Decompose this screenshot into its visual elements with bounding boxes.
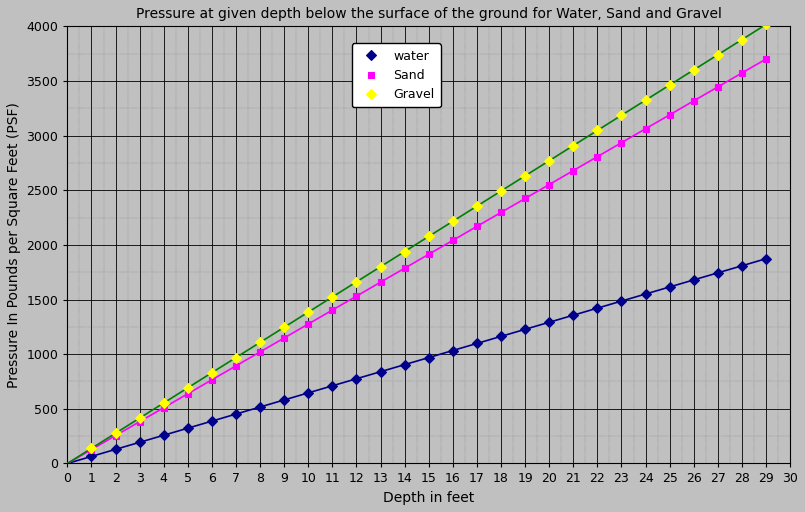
water [496, 333, 506, 339]
Line: Sand: Sand [88, 55, 770, 453]
water [713, 270, 723, 276]
water [472, 340, 481, 347]
water [231, 411, 241, 417]
Gravel [303, 309, 313, 315]
water [159, 432, 168, 438]
Gravel [713, 52, 723, 58]
Sand [183, 391, 192, 397]
Sand [87, 446, 97, 453]
Gravel [665, 82, 675, 88]
Sand [520, 196, 530, 202]
water [328, 383, 337, 389]
Gravel [135, 415, 145, 421]
Sand [617, 140, 626, 146]
Sand [255, 349, 265, 355]
water [255, 404, 265, 410]
Sand [737, 70, 747, 76]
Sand [135, 419, 145, 425]
water [520, 326, 530, 332]
Sand [352, 293, 361, 299]
Line: Gravel: Gravel [88, 21, 770, 452]
Gravel [231, 354, 241, 360]
water [641, 291, 650, 297]
Gravel [352, 279, 361, 285]
water [448, 348, 458, 354]
Gravel [689, 67, 699, 73]
water [207, 418, 217, 424]
water [87, 453, 97, 459]
Sand [159, 404, 168, 411]
water [544, 319, 554, 325]
Gravel [400, 248, 410, 254]
water [183, 425, 192, 431]
Gravel [207, 370, 217, 376]
Gravel [424, 233, 434, 240]
Sand [496, 209, 506, 216]
Sand [400, 265, 410, 271]
Sand [207, 377, 217, 383]
water [737, 263, 747, 269]
Y-axis label: Pressure In Pounds per Square Feet (PSF): Pressure In Pounds per Square Feet (PSF) [7, 102, 21, 388]
Gravel [279, 324, 289, 330]
water [352, 376, 361, 382]
Gravel [544, 158, 554, 164]
water [762, 255, 771, 262]
Sand [762, 56, 771, 62]
Gravel [255, 339, 265, 346]
water [135, 439, 145, 445]
Legend: water, Sand, Gravel: water, Sand, Gravel [352, 44, 440, 108]
Sand [665, 112, 675, 118]
Sand [689, 98, 699, 104]
water [665, 284, 675, 290]
Gravel [87, 445, 97, 452]
Sand [376, 279, 386, 285]
Gravel [472, 203, 481, 209]
Gravel [496, 188, 506, 194]
water [279, 397, 289, 403]
water [568, 312, 578, 318]
Gravel [376, 264, 386, 270]
water [303, 390, 313, 396]
water [617, 298, 626, 304]
Sand [472, 223, 481, 229]
water [424, 354, 434, 360]
Sand [544, 181, 554, 187]
Gravel [183, 385, 192, 391]
Sand [111, 433, 121, 439]
Gravel [762, 22, 771, 28]
Sand [279, 335, 289, 341]
Sand [568, 167, 578, 174]
Gravel [159, 400, 168, 406]
Sand [328, 307, 337, 313]
Gravel [520, 173, 530, 179]
Sand [641, 125, 650, 132]
Gravel [328, 294, 337, 300]
Title: Pressure at given depth below the surface of the ground for Water, Sand and Grav: Pressure at given depth below the surfac… [136, 7, 722, 21]
Gravel [592, 127, 602, 134]
water [111, 446, 121, 453]
X-axis label: Depth in feet: Depth in feet [383, 491, 474, 505]
Sand [592, 154, 602, 160]
Sand [448, 237, 458, 243]
Sand [303, 321, 313, 327]
Gravel [568, 142, 578, 148]
Gravel [641, 97, 650, 103]
Gravel [617, 112, 626, 118]
Sand [424, 251, 434, 258]
Gravel [448, 218, 458, 224]
water [376, 369, 386, 375]
Gravel [737, 36, 747, 42]
water [689, 277, 699, 283]
water [592, 305, 602, 311]
Line: water: water [88, 255, 770, 460]
water [400, 361, 410, 368]
Sand [231, 363, 241, 369]
Sand [713, 84, 723, 90]
Gravel [111, 430, 121, 436]
